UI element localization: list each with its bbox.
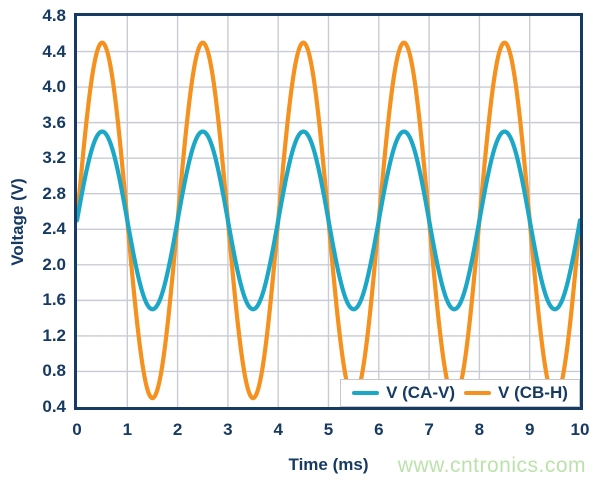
y-tick-label: 2.8 <box>42 183 66 203</box>
x-tick-label: 10 <box>570 420 590 439</box>
x-tick-label: 3 <box>223 420 233 439</box>
x-tick-label: 6 <box>374 420 384 439</box>
series-line-v-ca-v- <box>77 129 580 312</box>
watermark: www.cntronics.com <box>397 454 586 477</box>
legend-label-ca-v: V (CA-V) <box>386 383 456 402</box>
y-tick-label: 4.8 <box>42 6 66 25</box>
legend-item-ca-v: V (CA-V) <box>352 383 455 403</box>
x-tick-label: 0 <box>72 420 82 439</box>
legend-label-cb-h: V (CB-H) <box>498 383 568 402</box>
plot-canvas <box>77 16 580 407</box>
y-tick-label: 0.4 <box>42 397 66 416</box>
y-tick-label: 4.4 <box>42 41 66 61</box>
x-tick-label: 2 <box>172 420 183 439</box>
legend-swatch-teal-line <box>352 391 380 395</box>
x-tick-label: 4 <box>273 420 283 439</box>
y-tick-label: 2.4 <box>42 219 66 239</box>
y-tick-label: 3.6 <box>42 112 66 132</box>
y-tick-label: 1.2 <box>42 325 66 345</box>
legend-swatch-orange-line <box>464 391 492 395</box>
plot-area: V (CA-V) V (CB-H) <box>74 13 583 410</box>
legend-item-cb-h: V (CB-H) <box>464 383 568 403</box>
x-axis-title: Time (ms) <box>288 455 369 474</box>
x-tick-label: 7 <box>424 420 434 439</box>
x-tick-label: 5 <box>323 420 334 439</box>
y-tick-label: 2.0 <box>42 254 66 274</box>
legend: V (CA-V) V (CB-H) <box>340 379 580 407</box>
y-tick-label: 0.8 <box>42 361 66 381</box>
y-tick-label: 4.0 <box>42 77 66 97</box>
x-tick-label: 8 <box>474 420 485 439</box>
x-tick-label: 9 <box>524 420 535 439</box>
y-tick-label: 3.2 <box>42 148 66 168</box>
x-tick-label: 1 <box>122 420 133 439</box>
y-tick-label: 1.6 <box>42 290 66 310</box>
